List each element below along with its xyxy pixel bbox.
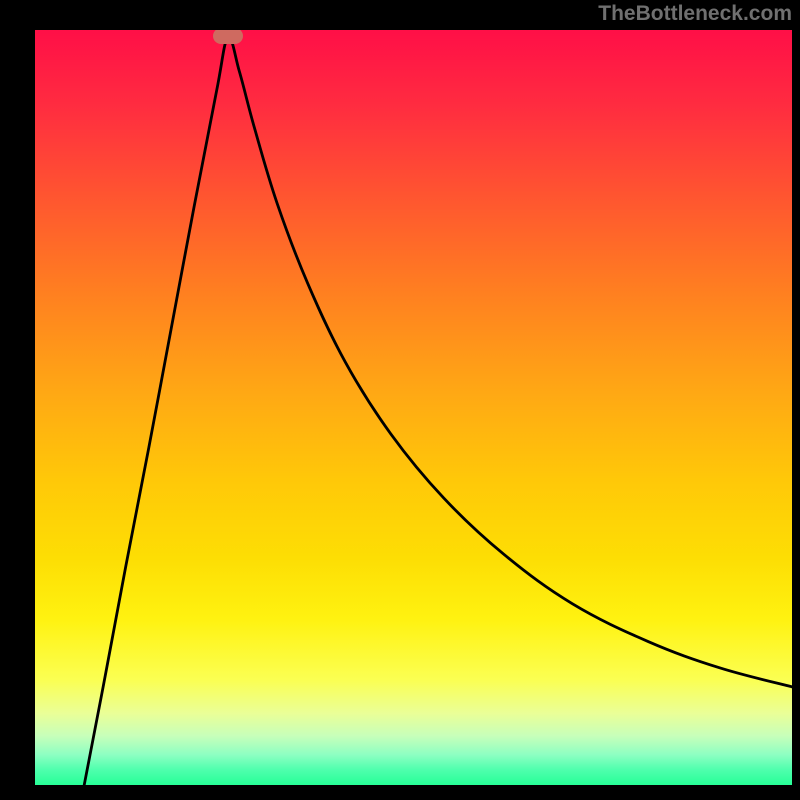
plot-area: [35, 30, 792, 785]
minimum-marker: [213, 30, 243, 44]
curve-layer: [35, 30, 792, 785]
chart-frame: TheBottleneck.com: [0, 0, 800, 800]
watermark-text: TheBottleneck.com: [598, 2, 792, 26]
bottleneck-curve-path: [84, 37, 792, 785]
